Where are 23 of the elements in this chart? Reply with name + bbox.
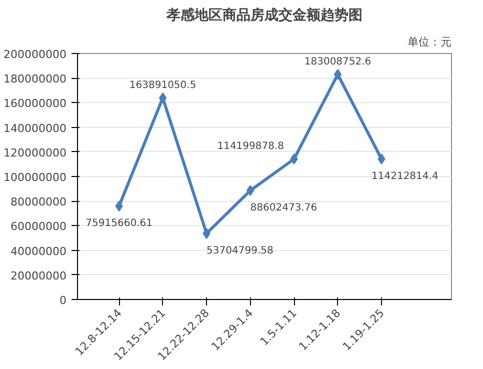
y-tick-label: 120000000 [4, 146, 67, 160]
data-label: 53704799.58 [206, 245, 274, 256]
point [158, 92, 167, 104]
y-tick-label: 40000000 [10, 244, 67, 258]
data-label: 163891050.5 [129, 80, 196, 91]
y-tick-label: 160000000 [4, 97, 67, 110]
data-label: 114199878.8 [217, 141, 284, 152]
data-label: 88602473.76 [250, 202, 318, 214]
y-tick-label: 100000000 [4, 171, 67, 184]
chart-title: 孝感地区商品房成交金额趋势图 [166, 6, 362, 24]
y-tick-label: 0 [60, 294, 66, 307]
point [246, 185, 254, 196]
y-tick-label: 20000000 [10, 269, 67, 282]
y-tick-label: 60000000 [10, 220, 67, 234]
data-label: 114212814.4 [372, 171, 438, 182]
text: 单位：元 [408, 36, 452, 48]
y-tick-label: 180000000 [4, 72, 67, 86]
point [334, 68, 342, 80]
y-tick-label: 200000000 [4, 48, 67, 61]
data-label: 183008752.6 [304, 56, 372, 68]
y-tick-label: 80000000 [10, 196, 67, 209]
data-label: 75915660.61 [86, 218, 152, 230]
y-tick-label: 140000000 [4, 122, 67, 135]
